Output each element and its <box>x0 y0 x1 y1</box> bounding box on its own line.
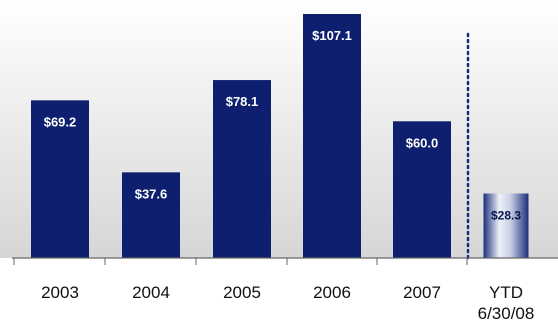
x-tick-label: 2006 <box>313 283 351 302</box>
data-label: $60.0 <box>406 135 439 150</box>
bar-2003 <box>31 100 89 258</box>
x-tick-label: 2007 <box>403 283 441 302</box>
bar-ytd <box>483 193 529 258</box>
data-label: $37.6 <box>135 186 168 201</box>
bar-2006 <box>303 14 361 258</box>
x-tick-label: YTD <box>489 283 523 302</box>
bars-layer <box>31 14 529 258</box>
x-ticks-layer <box>13 258 468 265</box>
x-tick-label: 2005 <box>223 283 261 302</box>
x-tick-labels-layer: 2003 2004 2005 2006 2007 YTD 6/30/08 <box>41 283 534 323</box>
labels-layer: $69.2 $37.6 $78.1 $107.1 $60.0 $28.3 <box>44 28 522 223</box>
bar-2007 <box>393 121 451 258</box>
x-tick-label: 2003 <box>41 283 79 302</box>
data-label: $28.3 <box>491 209 521 223</box>
x-tick-label: 2004 <box>132 283 170 302</box>
data-label: $78.1 <box>226 94 259 109</box>
data-label: $107.1 <box>312 28 352 43</box>
bar-2004 <box>122 172 180 258</box>
data-label: $69.2 <box>44 114 77 129</box>
plot-background <box>0 0 558 258</box>
x-tick-label: 6/30/08 <box>478 304 535 323</box>
bar-2005 <box>213 80 271 258</box>
